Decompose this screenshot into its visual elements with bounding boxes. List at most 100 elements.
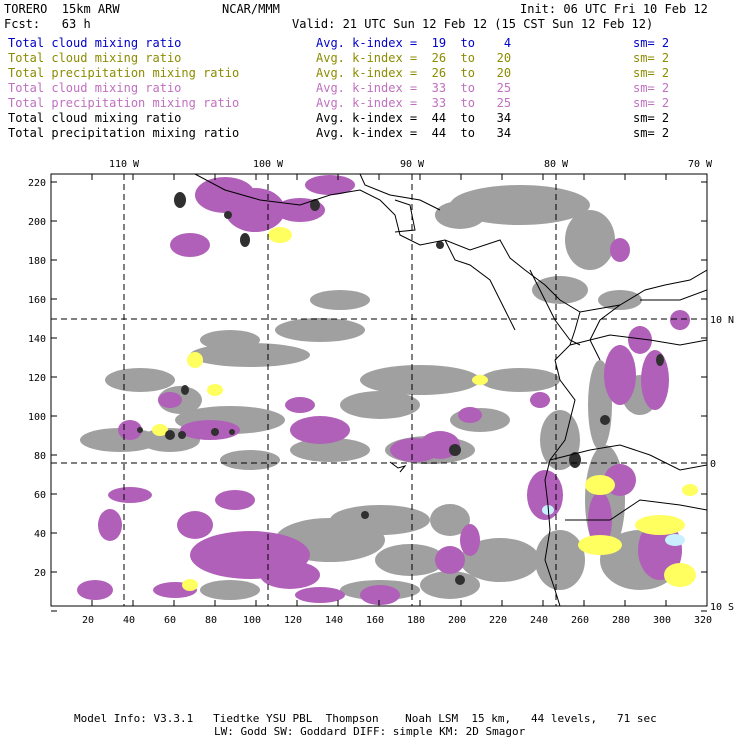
legend-field: Total cloud mixing ratio — [8, 111, 182, 125]
axis-label: 40 — [123, 615, 135, 626]
precip-purple — [170, 233, 210, 257]
cloud-gray — [420, 571, 480, 599]
legend-sm: sm= 2 — [633, 81, 670, 95]
legend-kindex: Avg. k-index = 33 to 25 — [316, 96, 512, 110]
cloud-gray — [430, 504, 470, 536]
legend-kindex: Avg. k-index = 44 to 34 — [316, 111, 512, 125]
legend-kindex: Avg. k-index = 26 to 20 — [316, 66, 512, 80]
axis-label: 60 — [164, 615, 176, 626]
precip-purple — [530, 392, 550, 408]
axis-label: 90 W — [400, 159, 425, 170]
coastline — [589, 304, 621, 361]
coastline — [389, 461, 407, 473]
axis-label: 140 — [325, 615, 343, 626]
precip-purple — [460, 524, 480, 556]
coastline — [359, 174, 441, 211]
axis-label: 160 — [28, 295, 46, 306]
precip-purple — [108, 487, 152, 503]
cloud-gray — [532, 276, 588, 304]
axis-ticks — [50, 174, 708, 612]
cloud-cyan — [665, 534, 685, 546]
axis-label: 140 — [28, 334, 46, 345]
precip-purple — [225, 188, 285, 232]
axis-label: 180 — [407, 615, 425, 626]
legend-field: Total cloud mixing ratio — [8, 81, 182, 95]
organization: NCAR/MMM — [222, 2, 280, 16]
precip-purple — [360, 585, 400, 605]
coastline — [529, 269, 581, 346]
legend-kindex: Avg. k-index = 26 to 20 — [316, 51, 512, 65]
convective-core — [240, 233, 250, 247]
convective-core — [436, 241, 444, 249]
coastline — [194, 174, 707, 313]
precip-purple — [604, 345, 636, 405]
cloud-gray — [435, 201, 485, 229]
cloud-gray — [105, 368, 175, 392]
forecast-hour: Fcst: 63 h — [4, 17, 91, 31]
convective-core — [211, 428, 219, 436]
convective-core — [224, 211, 232, 219]
precip-purple — [285, 397, 315, 413]
field-shading — [77, 175, 698, 614]
axis-label: 80 — [205, 615, 217, 626]
axis-label: 0 — [710, 459, 716, 470]
convective-core — [165, 430, 175, 440]
convective-core — [361, 511, 369, 519]
convective-core — [656, 354, 664, 366]
cloud-yellow — [578, 535, 622, 555]
precip-purple — [305, 175, 355, 195]
cloud-yellow — [152, 424, 168, 436]
axis-label: 120 — [284, 615, 302, 626]
cloud-gray — [598, 290, 642, 310]
cloud-yellow — [472, 375, 488, 385]
precip-purple — [641, 350, 669, 410]
axis-label: 10 N — [710, 315, 734, 326]
legend-kindex: Avg. k-index = 19 to 4 — [316, 36, 512, 50]
legend-field: Total cloud mixing ratio — [8, 36, 182, 50]
cloud-gray — [275, 318, 365, 342]
cloud-gray — [340, 391, 420, 419]
legend-field: Total precipitation mixing ratio — [8, 96, 240, 110]
precip-purple — [458, 407, 482, 423]
axis-label: 70 W — [688, 159, 713, 170]
cloud-gray — [565, 210, 615, 270]
cloud-gray — [310, 290, 370, 310]
cloud-gray — [290, 438, 370, 462]
axis-label: 300 — [653, 615, 671, 626]
precip-purple — [180, 420, 240, 440]
valid-time: Valid: 21 UTC Sun 12 Feb 12 (15 CST Sun … — [292, 17, 654, 31]
cloud-cyan — [552, 606, 568, 614]
convective-core — [181, 385, 189, 395]
convective-core — [137, 427, 143, 433]
legend-field: Total cloud mixing ratio — [8, 51, 182, 65]
coastline — [640, 289, 707, 301]
cloud-yellow — [207, 384, 223, 396]
axis-label: 100 W — [253, 159, 284, 170]
cloud-gray — [190, 343, 310, 367]
legend-field: Total precipitation mixing ratio — [8, 126, 240, 140]
axis-label: 10 S — [710, 602, 734, 613]
cloud-gray — [200, 580, 260, 600]
coastlines — [194, 174, 707, 606]
convective-core — [449, 444, 461, 456]
coastline — [565, 499, 707, 521]
model-name: TORERO 15km ARW — [4, 2, 120, 16]
convective-core — [174, 192, 186, 208]
axis-label: 260 — [571, 615, 589, 626]
axis-label: 20 — [82, 615, 94, 626]
axis-label: 160 — [366, 615, 384, 626]
axis-label: 200 — [448, 615, 466, 626]
precip-purple — [290, 416, 350, 444]
convective-core — [569, 452, 581, 468]
legend-sm: sm= 2 — [633, 111, 670, 125]
axis-label: 320 — [694, 615, 712, 626]
precip-purple — [260, 561, 320, 589]
cloud-yellow — [585, 475, 615, 495]
axis-label: 40 — [34, 529, 46, 540]
cloud-gray — [535, 530, 585, 590]
footer-physics: LW: Godd SW: Goddard DIFF: simple KM: 2D… — [214, 725, 526, 738]
cloud-yellow — [635, 515, 685, 535]
precip-purple — [77, 580, 113, 600]
cloud-gray — [220, 450, 280, 470]
